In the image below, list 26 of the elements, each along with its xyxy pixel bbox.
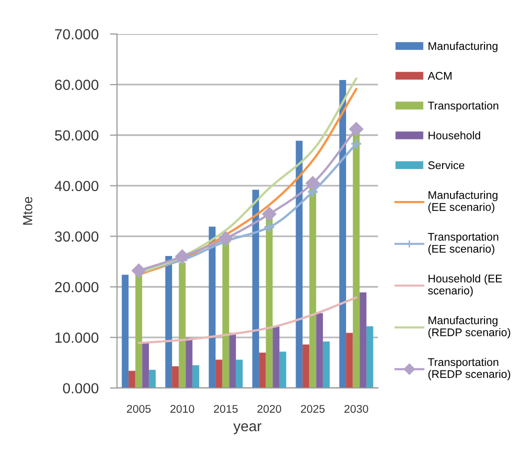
x-tick-label: 2005 xyxy=(126,404,151,413)
y-tick-label: 70.000 xyxy=(55,29,98,40)
x-tick-label: 2010 xyxy=(170,404,194,413)
legend-label: Manufacturing xyxy=(428,42,498,52)
y-tick-label: 60.000 xyxy=(55,80,98,90)
y-tick-label: 50.000 xyxy=(54,130,98,141)
legend-label: Household (EE scenario) xyxy=(428,274,502,297)
legend-label: Transportation (EE scenario) xyxy=(428,232,498,255)
x-tick-label: 2015 xyxy=(214,404,238,413)
y-tick-label: 30.000 xyxy=(54,231,98,242)
x-axis-title: year xyxy=(233,423,262,434)
y-axis-title: Mtoe xyxy=(23,196,32,225)
legend-label: Household xyxy=(428,131,480,140)
y-tick-label: 40.000 xyxy=(54,180,98,192)
x-tick-label: 2020 xyxy=(257,404,282,413)
legend-label: Manufacturing (REDP scenario) xyxy=(428,316,510,338)
y-tick-label: 20.000 xyxy=(55,282,98,292)
legend-label: Transportation (REDP scenario) xyxy=(428,358,510,380)
y-tick-label: 10.000 xyxy=(55,332,98,343)
x-tick-label: 2025 xyxy=(300,404,325,413)
legend-label: ACM xyxy=(428,72,452,80)
legend-label: Service xyxy=(428,161,464,170)
y-tick-label: 0.000 xyxy=(63,383,98,394)
legend-label: Transportation xyxy=(428,101,498,112)
legend-label: Manufacturing (EE scenario) xyxy=(428,190,498,214)
x-tick-label: 2030 xyxy=(344,404,368,413)
